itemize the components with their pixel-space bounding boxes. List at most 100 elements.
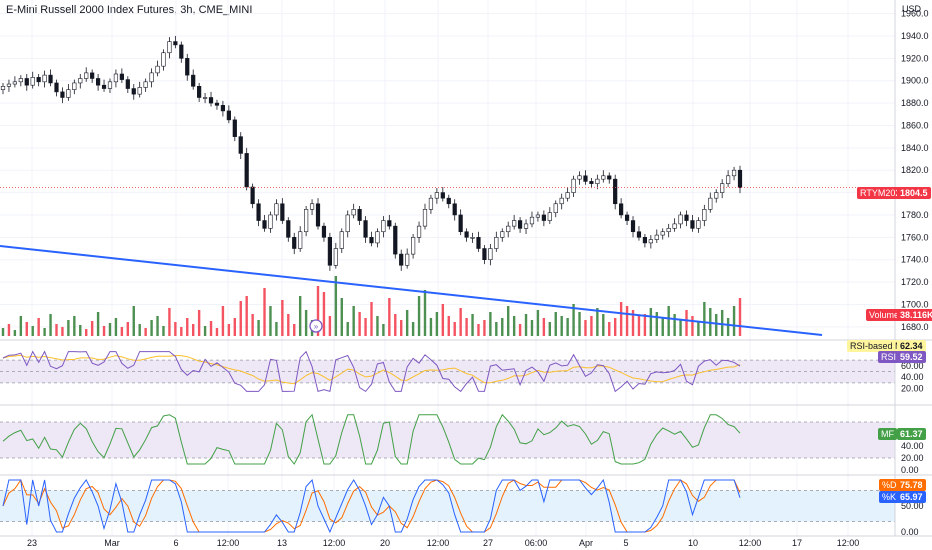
- candle-body: [357, 209, 362, 221]
- candle: [280, 198, 285, 224]
- event-marker-circle[interactable]: [309, 319, 323, 333]
- candle: [226, 105, 231, 124]
- candle: [131, 84, 136, 100]
- candle-body: [155, 65, 160, 74]
- volume-bar: [477, 324, 480, 336]
- indicator-band: [0, 360, 895, 383]
- candle: [262, 214, 267, 232]
- candle-body: [232, 119, 237, 137]
- indicator-tick-label: 50.00: [901, 501, 924, 511]
- x-tick-label: Apr: [579, 538, 593, 548]
- volume-bar: [334, 276, 338, 336]
- candle: [607, 172, 612, 184]
- candle: [464, 228, 469, 242]
- candle: [321, 222, 327, 242]
- candle-body: [54, 82, 59, 93]
- candle-body: [42, 74, 47, 83]
- y-tick-label: 1900.0: [901, 76, 929, 86]
- volume-bar: [524, 314, 528, 336]
- stoch-d-tag-value: 75.78: [897, 479, 926, 491]
- trendline[interactable]: [0, 245, 823, 336]
- volume-bar: [7, 324, 11, 336]
- volume-bar: [572, 304, 575, 336]
- volume-bar: [530, 320, 534, 336]
- volume-bar: [358, 312, 361, 336]
- volume-bar: [144, 328, 147, 336]
- candle: [345, 210, 350, 238]
- candle-body: [708, 197, 713, 210]
- volume-bar: [275, 322, 278, 336]
- events-icon[interactable]: »: [309, 319, 323, 333]
- volume-bar: [435, 312, 439, 336]
- volume-bar: [174, 322, 177, 336]
- candle-body: [214, 102, 220, 106]
- volume-bar: [685, 310, 688, 336]
- y-tick-label: 1780.0: [901, 210, 929, 220]
- x-tick-label: 13: [277, 538, 287, 548]
- candle: [12, 76, 17, 88]
- volume-bar: [394, 314, 397, 336]
- candle-body: [268, 214, 273, 229]
- candle-body: [541, 214, 546, 221]
- candle-body: [422, 209, 428, 227]
- candle-body: [101, 84, 107, 89]
- volume-bar: [298, 296, 302, 336]
- candle: [333, 242, 338, 269]
- candle-body: [595, 178, 600, 184]
- candle: [565, 186, 570, 202]
- candle-body: [523, 223, 529, 229]
- candle: [197, 82, 202, 102]
- candle-body: [202, 97, 208, 99]
- candle-body: [208, 97, 214, 104]
- candle-body: [119, 73, 124, 80]
- volume-bar: [679, 320, 682, 336]
- y-tick-label: 1880.0: [901, 98, 929, 108]
- candle-body: [191, 74, 196, 87]
- candle: [553, 200, 558, 218]
- candle: [506, 221, 511, 238]
- candle: [292, 232, 297, 255]
- candle: [202, 93, 208, 104]
- candle-body: [619, 203, 624, 216]
- candle-body: [660, 231, 665, 236]
- volume-bar: [423, 290, 427, 336]
- volume-bar: [67, 320, 70, 336]
- candle-body: [654, 234, 659, 240]
- candle: [393, 222, 398, 259]
- candle-body: [375, 231, 380, 244]
- y-tick-label: 1760.0: [901, 232, 929, 242]
- volume-bar: [560, 316, 563, 336]
- candle: [60, 87, 65, 104]
- candle: [654, 229, 659, 243]
- x-tick-label: 12:00: [837, 538, 860, 548]
- candle-body: [416, 225, 422, 238]
- volume-bar: [304, 310, 308, 336]
- volume-bar: [239, 301, 242, 336]
- volume-bar: [465, 318, 468, 336]
- x-tick-label: 5: [623, 538, 628, 548]
- volume-bar: [227, 324, 231, 336]
- volume-bar: [162, 326, 165, 336]
- candle: [137, 81, 142, 98]
- volume-bar: [221, 306, 225, 336]
- volume-bar: [703, 302, 706, 336]
- candle: [327, 232, 332, 271]
- volume-bar: [197, 310, 201, 336]
- candle-body: [720, 183, 725, 193]
- candle: [286, 217, 291, 242]
- candle-body: [113, 73, 119, 83]
- candle: [535, 211, 541, 222]
- candle-body: [636, 231, 642, 238]
- volume-bar: [209, 321, 213, 336]
- candle: [304, 206, 309, 237]
- volume-bar: [376, 316, 379, 336]
- candle-body: [315, 203, 321, 227]
- candle: [541, 210, 546, 227]
- candle-body: [131, 88, 136, 95]
- volume-bar: [738, 298, 742, 336]
- candle-body: [30, 77, 35, 86]
- candle-body: [345, 214, 350, 233]
